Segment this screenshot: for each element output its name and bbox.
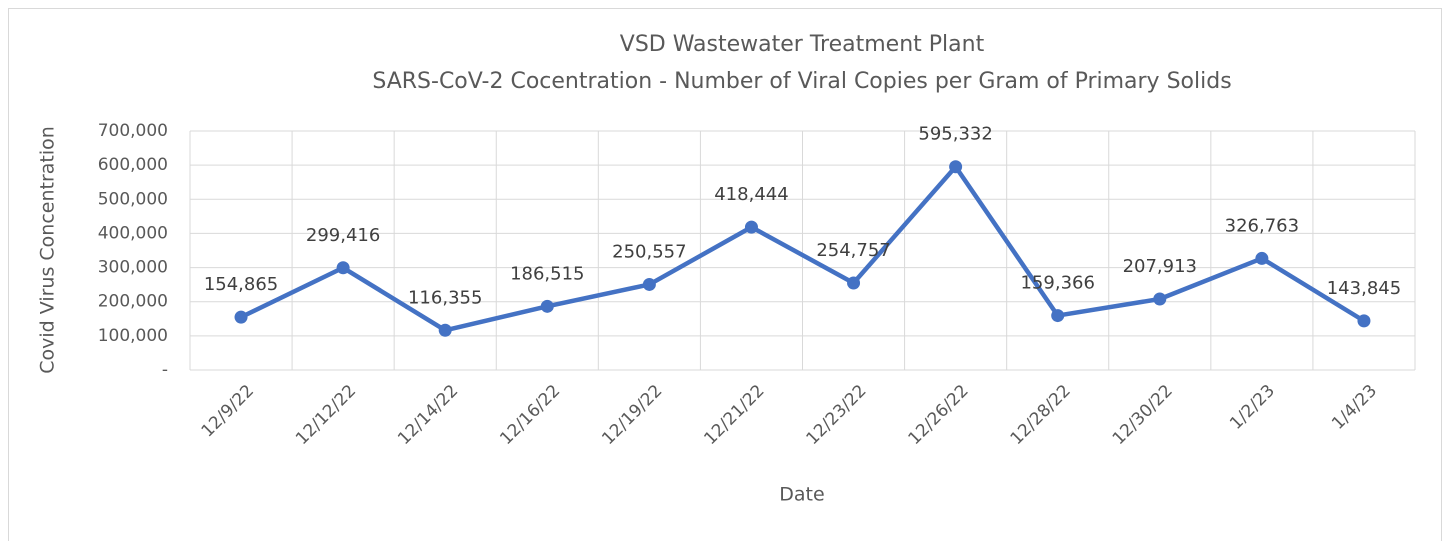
- data-label: 186,515: [510, 263, 584, 284]
- point: [438, 323, 452, 337]
- point: [234, 310, 248, 324]
- data-label: 250,557: [612, 241, 686, 262]
- y-tick-label: 400,000: [98, 223, 168, 243]
- data-label: 159,366: [1020, 273, 1094, 294]
- point: [1051, 309, 1065, 323]
- chart-frame: [8, 8, 1442, 541]
- point: [744, 220, 758, 234]
- point: [1357, 314, 1371, 328]
- data-label: 326,763: [1225, 215, 1299, 236]
- point: [1255, 251, 1269, 265]
- y-tick-label: 500,000: [98, 189, 168, 209]
- chart-subtitle: SARS-CoV-2 Cocentration - Number of Vira…: [372, 69, 1231, 94]
- data-label: 299,416: [306, 225, 380, 246]
- data-label: 116,355: [408, 287, 482, 308]
- point: [949, 160, 963, 174]
- point: [642, 277, 656, 291]
- x-axis-label: Date: [779, 484, 824, 506]
- chart-title: VSD Wastewater Treatment Plant: [620, 32, 985, 57]
- data-label: 418,444: [714, 184, 788, 205]
- y-tick-label: 600,000: [98, 155, 168, 175]
- data-label: 595,332: [918, 124, 992, 145]
- data-label: 254,757: [816, 240, 890, 261]
- point: [540, 299, 554, 313]
- line: [240, 164, 1366, 333]
- data-label: 154,865: [204, 274, 278, 295]
- data-label: 207,913: [1123, 256, 1197, 277]
- y-axis-label: Covid Virus Concentration: [37, 126, 59, 374]
- point: [336, 261, 350, 275]
- point: [847, 276, 861, 290]
- y-tick-label: -: [162, 360, 168, 380]
- y-tick-label: 700,000: [98, 121, 168, 141]
- data-label: 143,845: [1327, 278, 1401, 299]
- y-tick-label: 100,000: [98, 326, 168, 346]
- point: [1153, 292, 1167, 306]
- y-tick-label: 200,000: [98, 292, 168, 312]
- y-tick-label: 300,000: [98, 258, 168, 278]
